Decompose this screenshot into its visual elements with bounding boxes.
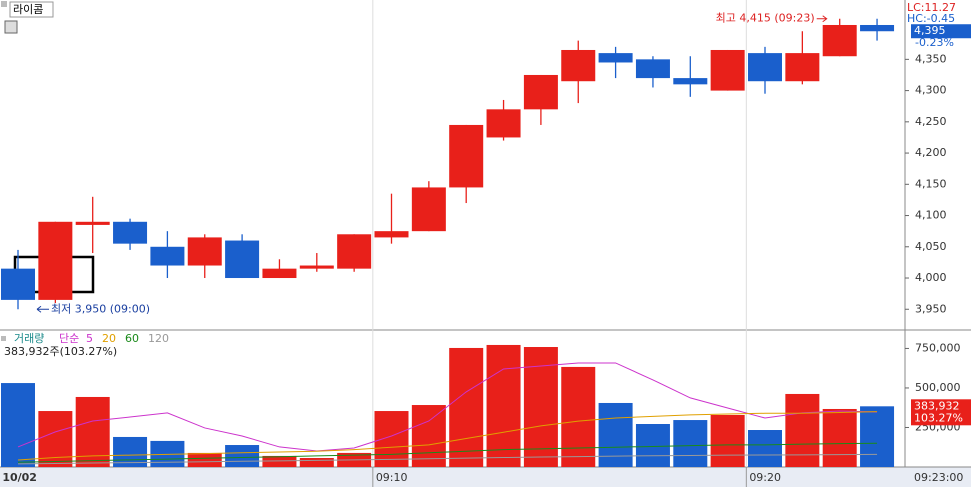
y-tick-label: 750,000 (915, 341, 961, 354)
candle-body (710, 49, 745, 91)
change-label: -0.23% (915, 36, 954, 49)
candle-body (262, 268, 297, 279)
volume-summary: 383,932주(103.27%) (4, 345, 117, 358)
legend-entry: 60 (125, 332, 139, 345)
last-price-label: 4,395 (914, 24, 946, 37)
last-volume-box (911, 399, 971, 426)
symbol-box[interactable] (9, 1, 54, 18)
volume-bar (748, 430, 782, 467)
legend-entry: 5 (86, 332, 93, 345)
candle-body (1, 268, 35, 300)
x-tick-label: 09:10 (376, 471, 408, 484)
lc-label: LC:11.27 (907, 1, 956, 14)
candle-body (113, 221, 148, 244)
volume-bar (486, 344, 521, 467)
ma-line (17, 453, 878, 465)
candle-body (673, 78, 708, 85)
candle-body (635, 59, 670, 79)
legend-entry: 120 (148, 332, 169, 345)
candle-body (411, 187, 446, 232)
y-tick-label: 4,200 (915, 146, 947, 159)
hc-label: HC:-0.45 (907, 12, 955, 25)
candle-body (598, 53, 633, 63)
menu-icon[interactable] (1, 1, 7, 7)
x-tick-label: 10/02 (2, 471, 37, 484)
ma-line (17, 362, 878, 452)
candle-body (374, 231, 409, 238)
volume-bar (299, 457, 334, 467)
volume-bar (785, 393, 820, 467)
candle-body (225, 240, 260, 279)
last-volume-ratio: 103.27% (914, 411, 963, 424)
volume-bar (860, 406, 895, 467)
x-tick-label: 09:20 (749, 471, 781, 484)
high-annotation: 최고 4,415 (09:23) (716, 12, 815, 25)
candle-body (449, 124, 484, 188)
volume-bar (673, 420, 708, 467)
volume-bar (635, 424, 670, 467)
candle-body (486, 109, 521, 138)
candle-body (785, 53, 820, 82)
candle-body (75, 221, 110, 225)
candle-body (337, 234, 372, 269)
ma-line (17, 442, 878, 463)
candle-body (523, 74, 558, 110)
volume-menu-icon[interactable] (1, 336, 6, 341)
volume-bar (225, 445, 260, 467)
y-tick-label: 4,100 (915, 209, 947, 222)
candle-body (748, 53, 782, 82)
volume-bar (187, 452, 222, 467)
y-tick-label: 500,000 (915, 381, 961, 394)
y-tick-label: 4,250 (915, 115, 947, 128)
volume-bar (710, 414, 745, 467)
x-axis-bar (0, 467, 971, 487)
volume-bar (822, 408, 857, 467)
last-volume-label: 383,932 (914, 399, 960, 412)
volume-title: 거래량 (14, 332, 44, 345)
y-tick-label: 4,300 (915, 84, 947, 97)
low-arrow (36, 305, 49, 313)
grid-icon[interactable] (4, 20, 18, 34)
volume-bar (262, 455, 297, 467)
last-price-box (911, 24, 971, 39)
cursor-time-label: 09:23:00 (914, 471, 963, 484)
low-annotation: 최저 3,950 (09:00) (51, 302, 150, 315)
candle-body (299, 265, 334, 269)
candle-body (150, 246, 185, 266)
y-tick-label: 4,350 (915, 52, 947, 65)
candle-body (561, 49, 596, 82)
y-tick-label: 4,150 (915, 177, 947, 190)
ma-line (17, 411, 878, 461)
ma-type-label: 단순 (59, 332, 79, 345)
volume-bar (561, 366, 596, 467)
volume-bar (598, 402, 633, 467)
volume-bar (411, 405, 446, 467)
volume-bar (1, 383, 35, 467)
y-tick-label: 4,000 (915, 271, 947, 284)
candle-body (860, 24, 895, 32)
high-arrow (816, 15, 828, 23)
symbol: 라이콤 (13, 3, 43, 16)
candle-body (822, 24, 857, 57)
y-tick-label: 4,050 (915, 240, 947, 253)
candle-body (38, 221, 73, 300)
volume-bar (449, 347, 484, 467)
legend-entry: 20 (102, 332, 116, 345)
y-tick-label: 3,950 (915, 302, 947, 315)
volume-bar (374, 411, 409, 467)
candle-body (187, 237, 222, 266)
